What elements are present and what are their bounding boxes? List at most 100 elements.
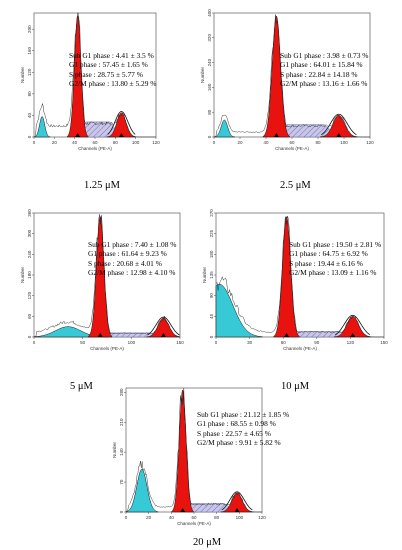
y-tick-label: 180 — [27, 271, 32, 279]
phase-annotation: G1 phase : 57.45 ± 1.65 % — [69, 60, 148, 70]
y-tick-label: 0 — [27, 335, 32, 338]
x-tick-label: 40 — [72, 140, 78, 145]
peak-marker — [160, 333, 166, 337]
y-tick-label: 90 — [209, 293, 214, 299]
phase-annotation: G1 phase : 64.75 ± 6.92 % — [289, 249, 368, 259]
phase-annotation: Sub G1 phase : 19.50 ± 2.81 % — [289, 240, 382, 249]
peak-sub-g1 — [213, 119, 236, 138]
phase-annotation: G1 phase : 68.55 ± 0.98 % — [197, 419, 276, 429]
histogram-trace — [215, 216, 384, 338]
panel-caption: 1.25 μM — [84, 180, 120, 191]
peak-g1 — [88, 216, 113, 338]
phase-annotation: S phase : 19.44 ± 6.16 % — [289, 258, 363, 268]
histogram-panel-3: 0 60 120 180 240 300 360 0 50 100 150 Channels (PE-… — [10, 205, 184, 355]
x-tick-label: 30 — [247, 340, 253, 345]
x-tick-label: 100 — [236, 515, 244, 520]
x-tick-label: 80 — [315, 140, 321, 145]
histogram-trace — [213, 14, 370, 138]
x-tick-label: 50 — [80, 340, 86, 345]
phase-annotations: Sub G1 phase : 4.41 ± 3.5 % G1 phase : 57… — [69, 51, 156, 88]
peak-marker — [234, 508, 240, 512]
y-tick-label: 210 — [119, 418, 124, 426]
x-tick-label: 0 — [215, 340, 218, 345]
peak-marker — [350, 333, 356, 337]
y-tick-label: 135 — [209, 271, 214, 279]
phase-annotation: Sub G1 phase : 21.12 ± 1.85 % — [197, 410, 290, 419]
histogram-trace — [125, 388, 263, 513]
x-tick-label: 80 — [113, 140, 119, 145]
x-tick-label: 120 — [152, 140, 160, 145]
g2m-fit-curve — [221, 491, 253, 511]
x-tick-label: 60 — [92, 140, 98, 145]
histogram-plot: 0 70 140 210 280 0 20 40 60 80 100 120 Channels (PE-… — [112, 387, 266, 526]
s-phase-region — [182, 503, 238, 513]
x-axis-label: Channels (PE-A) — [283, 346, 317, 351]
y-tick-label: 240 — [207, 58, 212, 66]
y-axis-label: Number — [202, 267, 207, 284]
y-tick-label: 400 — [207, 9, 212, 17]
x-tick-label: 0 — [33, 340, 36, 345]
y-tick-label: 120 — [27, 68, 32, 76]
y-tick-label: 270 — [209, 209, 214, 217]
y-tick-label: 80 — [27, 91, 32, 97]
x-tick-label: 60 — [289, 140, 295, 145]
y-tick-label: 280 — [119, 388, 124, 396]
g2m-fit-curve — [107, 111, 136, 135]
x-axis-label: Channels (PE-A) — [78, 146, 112, 151]
y-tick-label: 300 — [27, 229, 32, 237]
x-axis-label: Channels (PE-A) — [90, 346, 124, 351]
g2m-fit-curve — [334, 314, 371, 336]
x-axis-label: Channels (PE-A) — [177, 521, 211, 526]
x-tick-label: 60 — [281, 340, 287, 345]
panel-caption: 20 μM — [193, 537, 222, 548]
peak-g1 — [171, 389, 194, 513]
y-tick-label: 320 — [207, 34, 212, 42]
x-tick-label: 150 — [176, 340, 184, 345]
x-tick-label: 100 — [340, 140, 348, 145]
panel-caption: 5 μM — [70, 381, 93, 392]
peak-marker — [180, 508, 186, 512]
peak-marker — [284, 333, 290, 337]
peak-sub-g1 — [125, 469, 159, 513]
g2m-fit-curve — [321, 113, 357, 136]
y-axis-label: Number — [20, 67, 25, 84]
y-tick-label: 120 — [27, 291, 32, 299]
x-tick-label: 20 — [146, 515, 152, 520]
phase-annotation: G2/M phase : 13.16 ± 1.66 % — [280, 78, 368, 88]
histogram-trace — [33, 12, 156, 138]
g2m-fit-curve — [147, 316, 180, 336]
peak-marker — [97, 333, 103, 337]
peak-g1 — [262, 15, 291, 138]
peak-g2-m — [333, 316, 372, 338]
y-tick-label: 160 — [27, 46, 32, 54]
y-axis-label: Number — [20, 267, 25, 284]
phase-annotation: G2/M phase : 9.91 ± 5.82 % — [197, 437, 281, 447]
y-tick-label: 200 — [27, 25, 32, 33]
phase-annotation: Sub G1 phase : 4.41 ± 3.5 % — [69, 51, 154, 60]
phase-annotation: Sub G1 phase : 7.40 ± 1.08 % — [88, 240, 177, 249]
phase-annotation: G2/M phase : 13.80 ± 5.29 % — [69, 78, 157, 88]
histogram-panel-2: 0 80 160 240 320 400 0 20 40 60 80 100 120 Channels (… — [198, 5, 374, 155]
x-tick-label: 150 — [380, 340, 388, 345]
peak-g2-m — [106, 112, 137, 138]
y-tick-label: 225 — [209, 229, 214, 237]
histogram-panel-4: 0 45 90 135 180 225 270 0 30 60 90 120 150 Channels (… — [200, 205, 388, 355]
phase-annotations: Sub G1 phase : 7.40 ± 1.08 % G1 phase : 6… — [88, 240, 176, 277]
histogram-trace — [33, 214, 181, 337]
peak-marker — [118, 133, 124, 137]
peak-marker — [75, 133, 81, 137]
y-tick-label: 70 — [119, 479, 124, 485]
histogram-plot: 0 45 90 135 180 225 270 0 30 60 90 120 150 Channels (… — [202, 209, 388, 351]
y-tick-label: 40 — [27, 112, 32, 118]
x-tick-label: 120 — [366, 140, 374, 145]
x-tick-label: 100 — [132, 140, 140, 145]
phase-annotations: Sub G1 phase : 21.12 ± 1.85 % G1 phase : … — [197, 410, 289, 447]
phase-annotations: Sub G1 phase : 3.98 ± 0.73 % G1 phase : 6… — [280, 51, 368, 88]
histogram-panel-5: 0 70 140 210 280 0 20 40 60 80 100 120 Channels (PE-… — [106, 380, 289, 530]
y-tick-label: 0 — [209, 335, 214, 338]
y-tick-label: 0 — [207, 135, 212, 138]
phase-annotation: S phase : 22.84 ± 14.18 % — [280, 69, 358, 79]
peak-marker — [336, 133, 342, 137]
phase-annotation: S phase : 20.68 ± 4.01 % — [88, 258, 162, 268]
histogram-plot: 0 60 120 180 240 300 360 0 50 100 150 Channels (PE-… — [20, 209, 184, 351]
